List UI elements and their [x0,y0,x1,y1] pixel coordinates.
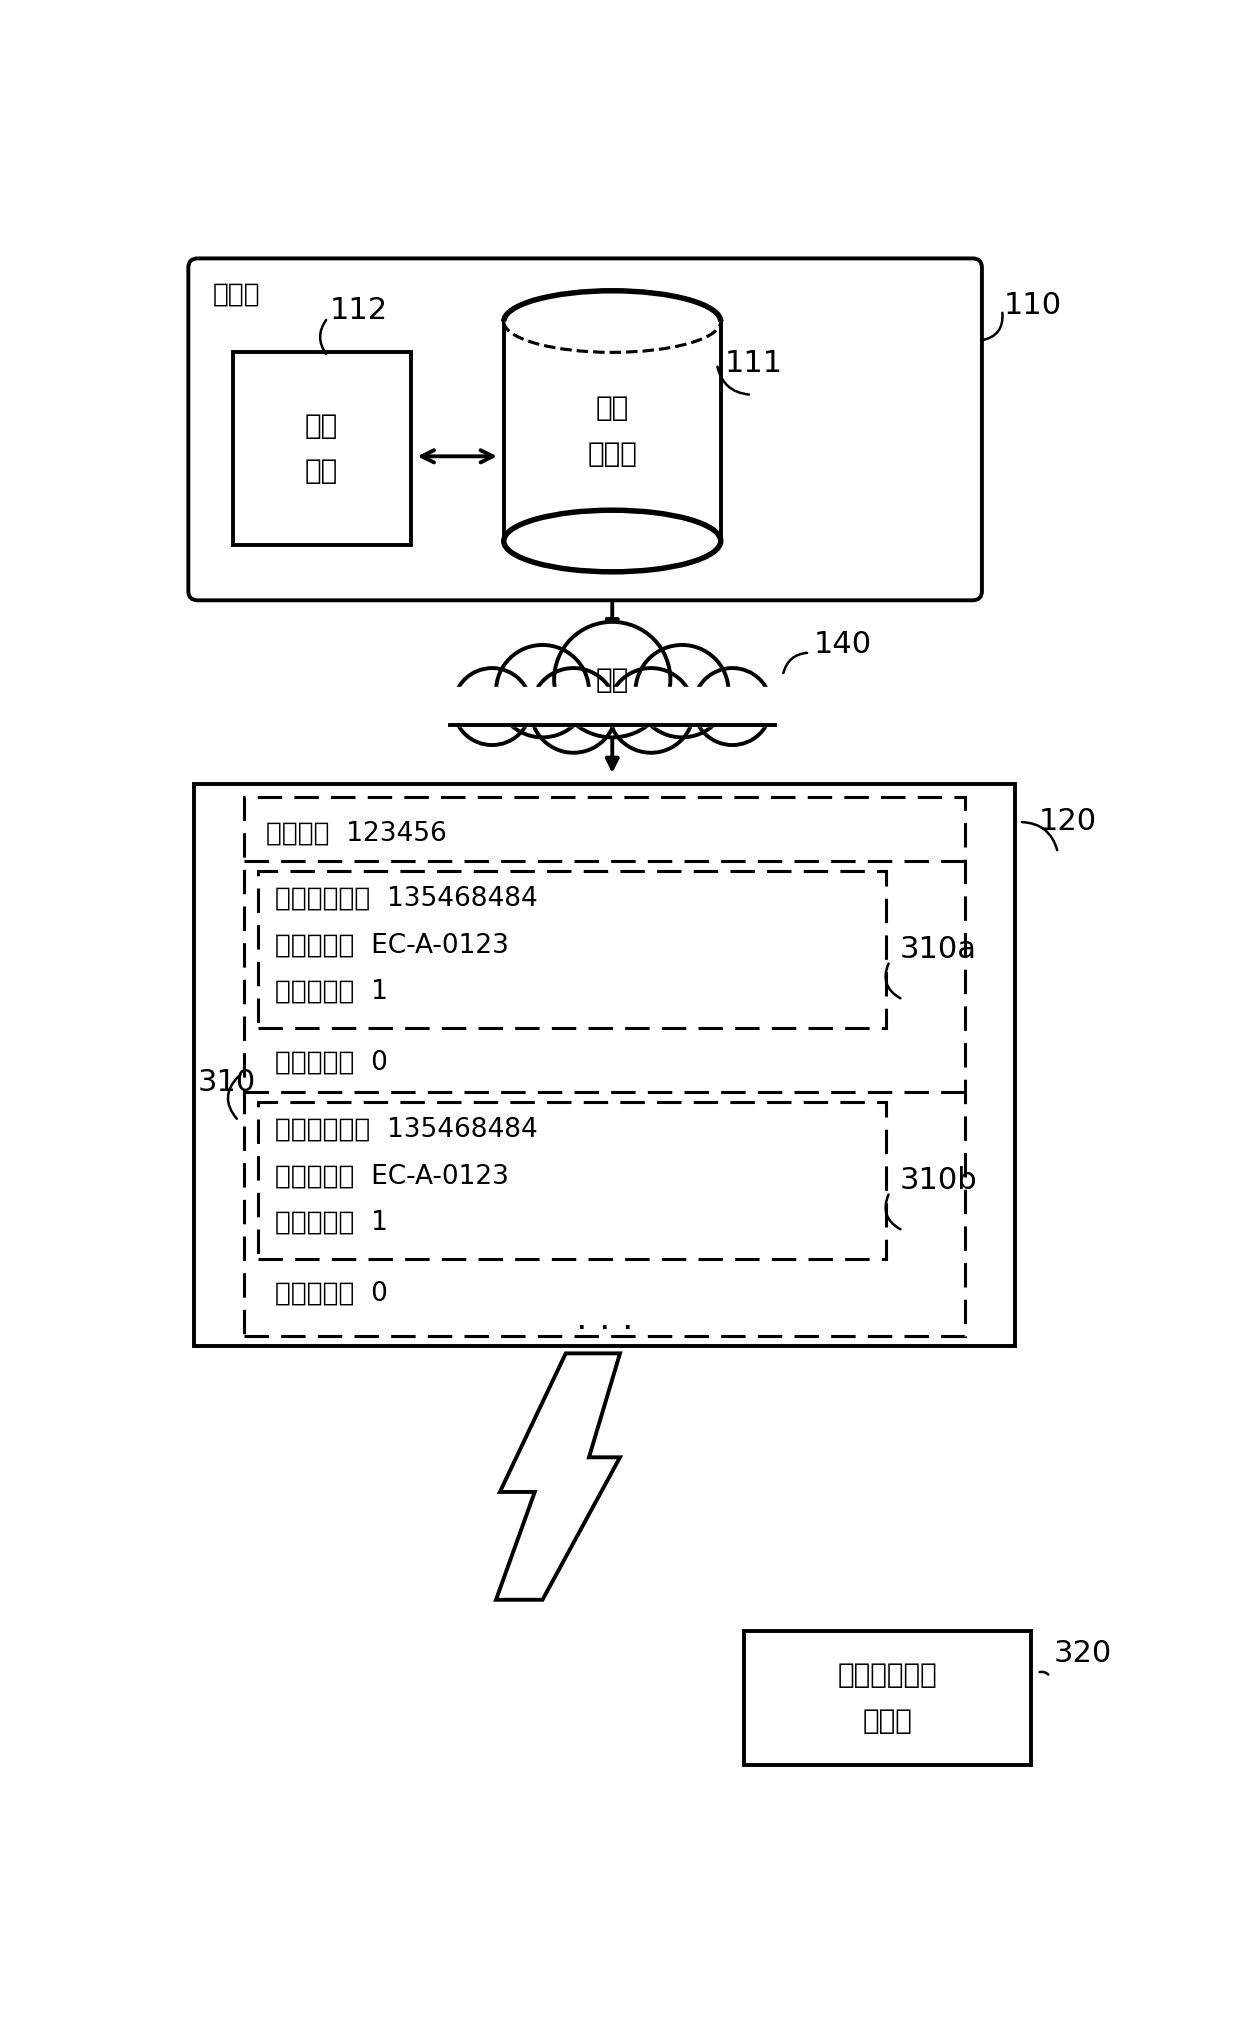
Text: 320: 320 [1054,1639,1112,1669]
FancyBboxPatch shape [233,353,410,544]
FancyBboxPatch shape [193,783,1016,1345]
FancyBboxPatch shape [744,1630,1030,1765]
Polygon shape [496,1353,620,1600]
Text: 拣货数量：  1: 拣货数量： 1 [275,1209,388,1235]
Text: 拣货位置：  EC-A-0123: 拣货位置： EC-A-0123 [275,931,508,958]
Circle shape [496,644,589,738]
Text: 具商品条形码
的商品: 具商品条形码 的商品 [837,1661,937,1734]
Ellipse shape [503,510,720,573]
Circle shape [609,668,693,752]
Text: 分配端: 分配端 [213,281,260,308]
Text: 扫描数量：  0: 扫描数量： 0 [275,1280,388,1306]
Circle shape [454,668,531,746]
Circle shape [693,668,771,746]
Text: 140: 140 [813,630,872,660]
Text: 110: 110 [1003,291,1061,320]
Text: 111: 111 [724,348,782,379]
Text: 310: 310 [197,1068,255,1096]
Text: 112: 112 [330,296,387,324]
Text: 扫描数量：  0: 扫描数量： 0 [275,1050,388,1076]
Text: 拣货数量：  1: 拣货数量： 1 [275,978,388,1005]
FancyBboxPatch shape [188,259,982,601]
Text: 任务
模块: 任务 模块 [305,412,339,485]
Circle shape [531,668,616,752]
Text: 120: 120 [1039,807,1096,836]
Circle shape [554,622,671,738]
Text: · · ·: · · · [575,1312,634,1345]
Text: 310b: 310b [900,1166,977,1194]
Bar [445,687,779,726]
Text: 拣货条形码：  135468484: 拣货条形码： 135468484 [275,887,538,911]
Text: 拣货条形码：  135468484: 拣货条形码： 135468484 [275,1117,538,1143]
Text: 拣货单：  123456: 拣货单： 123456 [265,821,446,846]
Text: 拣货位置：  EC-A-0123: 拣货位置： EC-A-0123 [275,1164,508,1188]
Polygon shape [503,322,720,510]
Text: 网络: 网络 [595,666,629,693]
Circle shape [635,644,729,738]
Ellipse shape [503,291,720,353]
Text: 310a: 310a [900,935,977,964]
Text: 货品
数据库: 货品 数据库 [588,395,637,469]
